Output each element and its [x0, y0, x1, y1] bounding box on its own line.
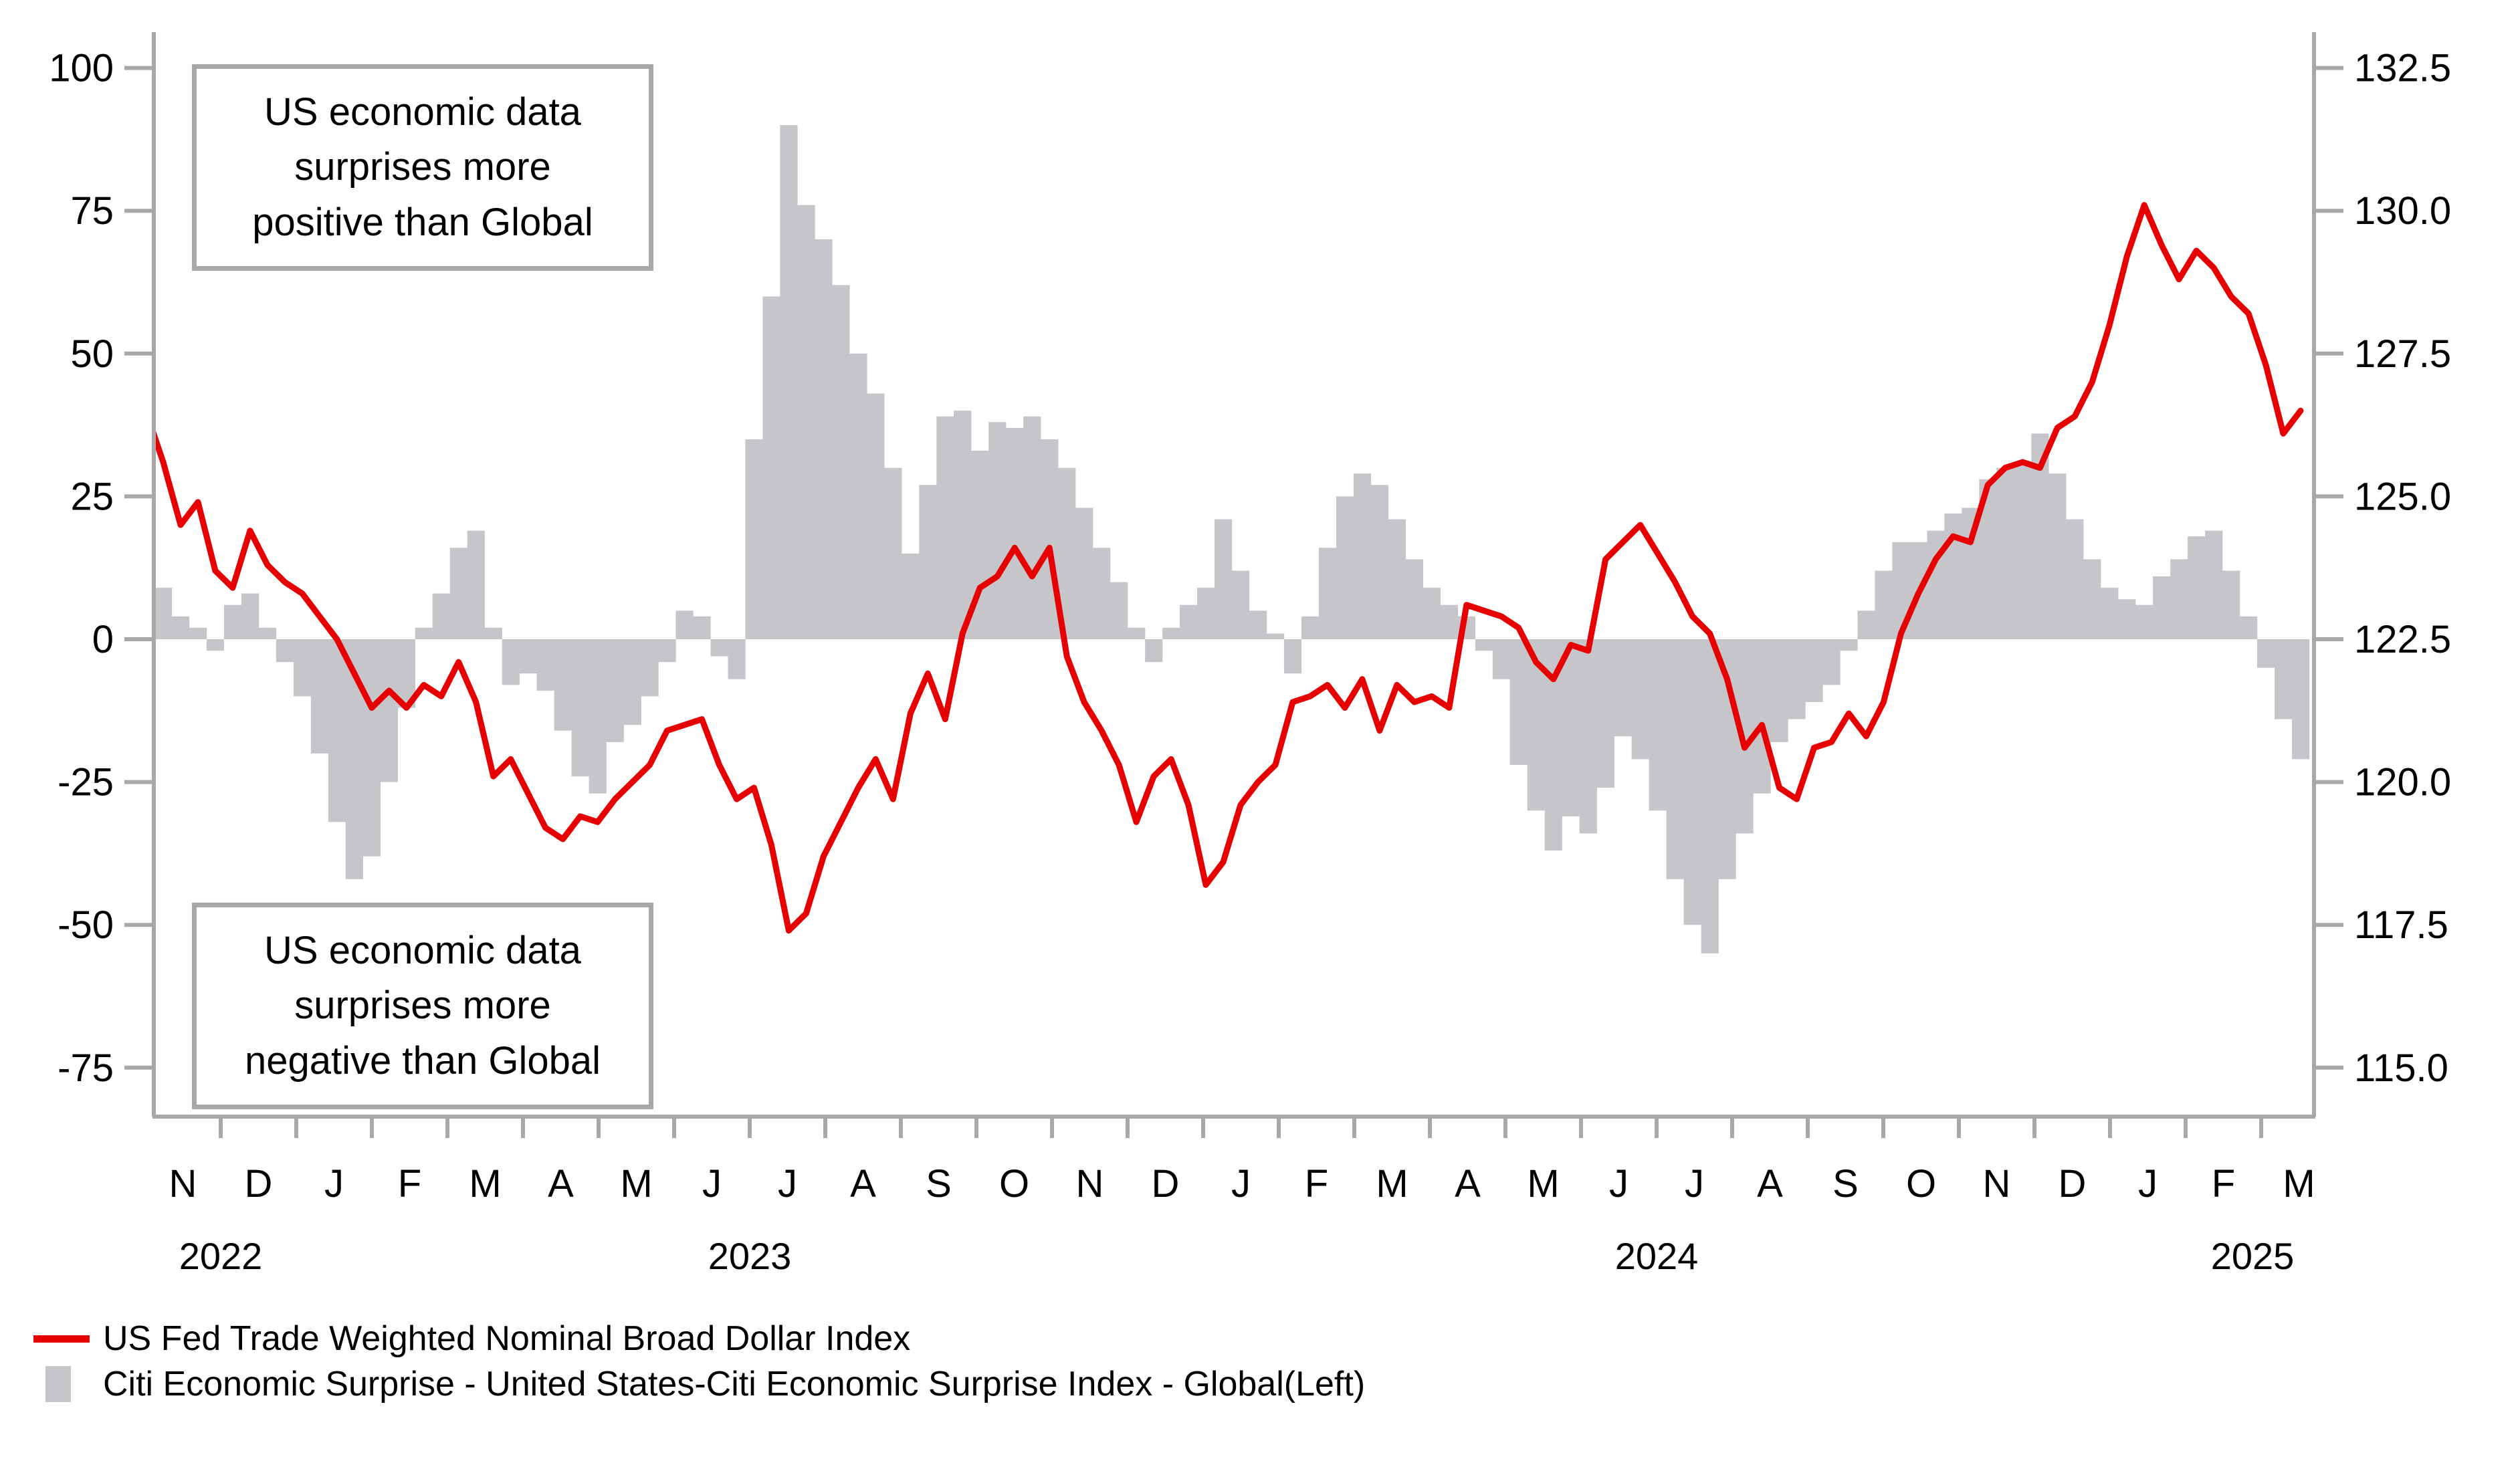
left-axis-ticks [124, 66, 154, 1070]
x-axis-year-labels: 2022 2023 2024 2025 [179, 1235, 2295, 1277]
right-axis-labels: 132.5 130.0 127.5 125.0 122.5 120.0 117.5 115.0 [2354, 47, 2451, 1090]
svg-text:132.5: 132.5 [2354, 47, 2451, 90]
svg-text:J: J [1609, 1162, 1629, 1206]
svg-text:25: 25 [70, 475, 114, 518]
svg-text:-75: -75 [58, 1046, 114, 1090]
svg-text:130.0: 130.0 [2354, 189, 2451, 233]
svg-text:M: M [1527, 1162, 1559, 1206]
line-swatch-icon [33, 1335, 103, 1343]
annotation-text: negative than Global [244, 1038, 601, 1083]
svg-text:N: N [169, 1162, 197, 1206]
legend-item-dollar-index: US Fed Trade Weighted Nominal Broad Doll… [33, 1316, 1365, 1361]
svg-text:D: D [245, 1162, 273, 1206]
svg-text:F: F [2212, 1162, 2235, 1206]
svg-text:100: 100 [49, 47, 114, 90]
annotation-text: US economic data [264, 90, 581, 134]
annotation-box-negative: US economic data surprises more negative… [192, 903, 653, 1110]
svg-text:M: M [2283, 1162, 2315, 1206]
svg-text:S: S [1832, 1162, 1859, 1206]
svg-text:M: M [469, 1162, 501, 1206]
svg-text:120.0: 120.0 [2354, 761, 2451, 804]
svg-text:J: J [778, 1162, 797, 1206]
svg-text:J: J [702, 1162, 722, 1206]
annotation-text: US economic data [264, 929, 581, 972]
svg-text:-25: -25 [58, 761, 114, 804]
svg-text:D: D [1152, 1162, 1180, 1206]
svg-text:F: F [398, 1162, 421, 1206]
svg-text:N: N [1983, 1162, 2011, 1206]
svg-text:J: J [324, 1162, 344, 1206]
svg-text:O: O [1906, 1162, 1936, 1206]
svg-text:2025: 2025 [2211, 1235, 2295, 1277]
svg-text:N: N [1076, 1162, 1104, 1206]
svg-text:J: J [1685, 1162, 1704, 1206]
svg-text:117.5: 117.5 [2354, 903, 2448, 947]
svg-text:F: F [1305, 1162, 1328, 1206]
svg-text:A: A [1455, 1162, 1481, 1206]
svg-text:D: D [2059, 1162, 2087, 1206]
annotation-text: surprises more [294, 145, 551, 189]
surprise-bars [154, 125, 2310, 953]
axes [152, 32, 2316, 1119]
annotation-box-positive: US economic data surprises more positive… [192, 64, 653, 271]
svg-text:S: S [926, 1162, 952, 1206]
svg-text:2024: 2024 [1615, 1235, 1699, 1277]
bar-swatch-icon [33, 1366, 103, 1402]
svg-text:A: A [1757, 1162, 1783, 1206]
svg-text:M: M [620, 1162, 652, 1206]
svg-text:J: J [2138, 1162, 2158, 1206]
svg-text:127.5: 127.5 [2354, 332, 2451, 376]
svg-text:A: A [850, 1162, 876, 1206]
svg-text:0: 0 [92, 618, 114, 661]
svg-text:75: 75 [70, 189, 114, 233]
svg-text:O: O [999, 1162, 1029, 1206]
legend: US Fed Trade Weighted Nominal Broad Doll… [33, 1316, 1365, 1407]
svg-text:2022: 2022 [179, 1235, 263, 1277]
x-axis-ticks [219, 1117, 2263, 1138]
svg-text:50: 50 [70, 332, 114, 376]
legend-label: US Fed Trade Weighted Nominal Broad Doll… [103, 1319, 911, 1358]
svg-text:115.0: 115.0 [2354, 1046, 2448, 1090]
left-axis-labels: 100 75 50 25 0 -25 -50 -75 [49, 47, 114, 1090]
annotation-text: positive than Global [252, 200, 593, 244]
svg-text:J: J [1231, 1162, 1251, 1206]
legend-label: Citi Economic Surprise - United States-C… [103, 1365, 1366, 1403]
svg-text:2023: 2023 [708, 1235, 792, 1277]
dollar-index-line [154, 202, 2304, 934]
annotation-text: surprises more [294, 984, 551, 1028]
legend-item-surprise-index: Citi Economic Surprise - United States-C… [33, 1361, 1365, 1407]
svg-text:-50: -50 [58, 903, 114, 947]
svg-text:M: M [1376, 1162, 1408, 1206]
svg-text:122.5: 122.5 [2354, 618, 2451, 661]
svg-text:125.0: 125.0 [2354, 475, 2451, 518]
svg-text:A: A [548, 1162, 574, 1206]
right-axis-ticks [2314, 66, 2343, 1070]
